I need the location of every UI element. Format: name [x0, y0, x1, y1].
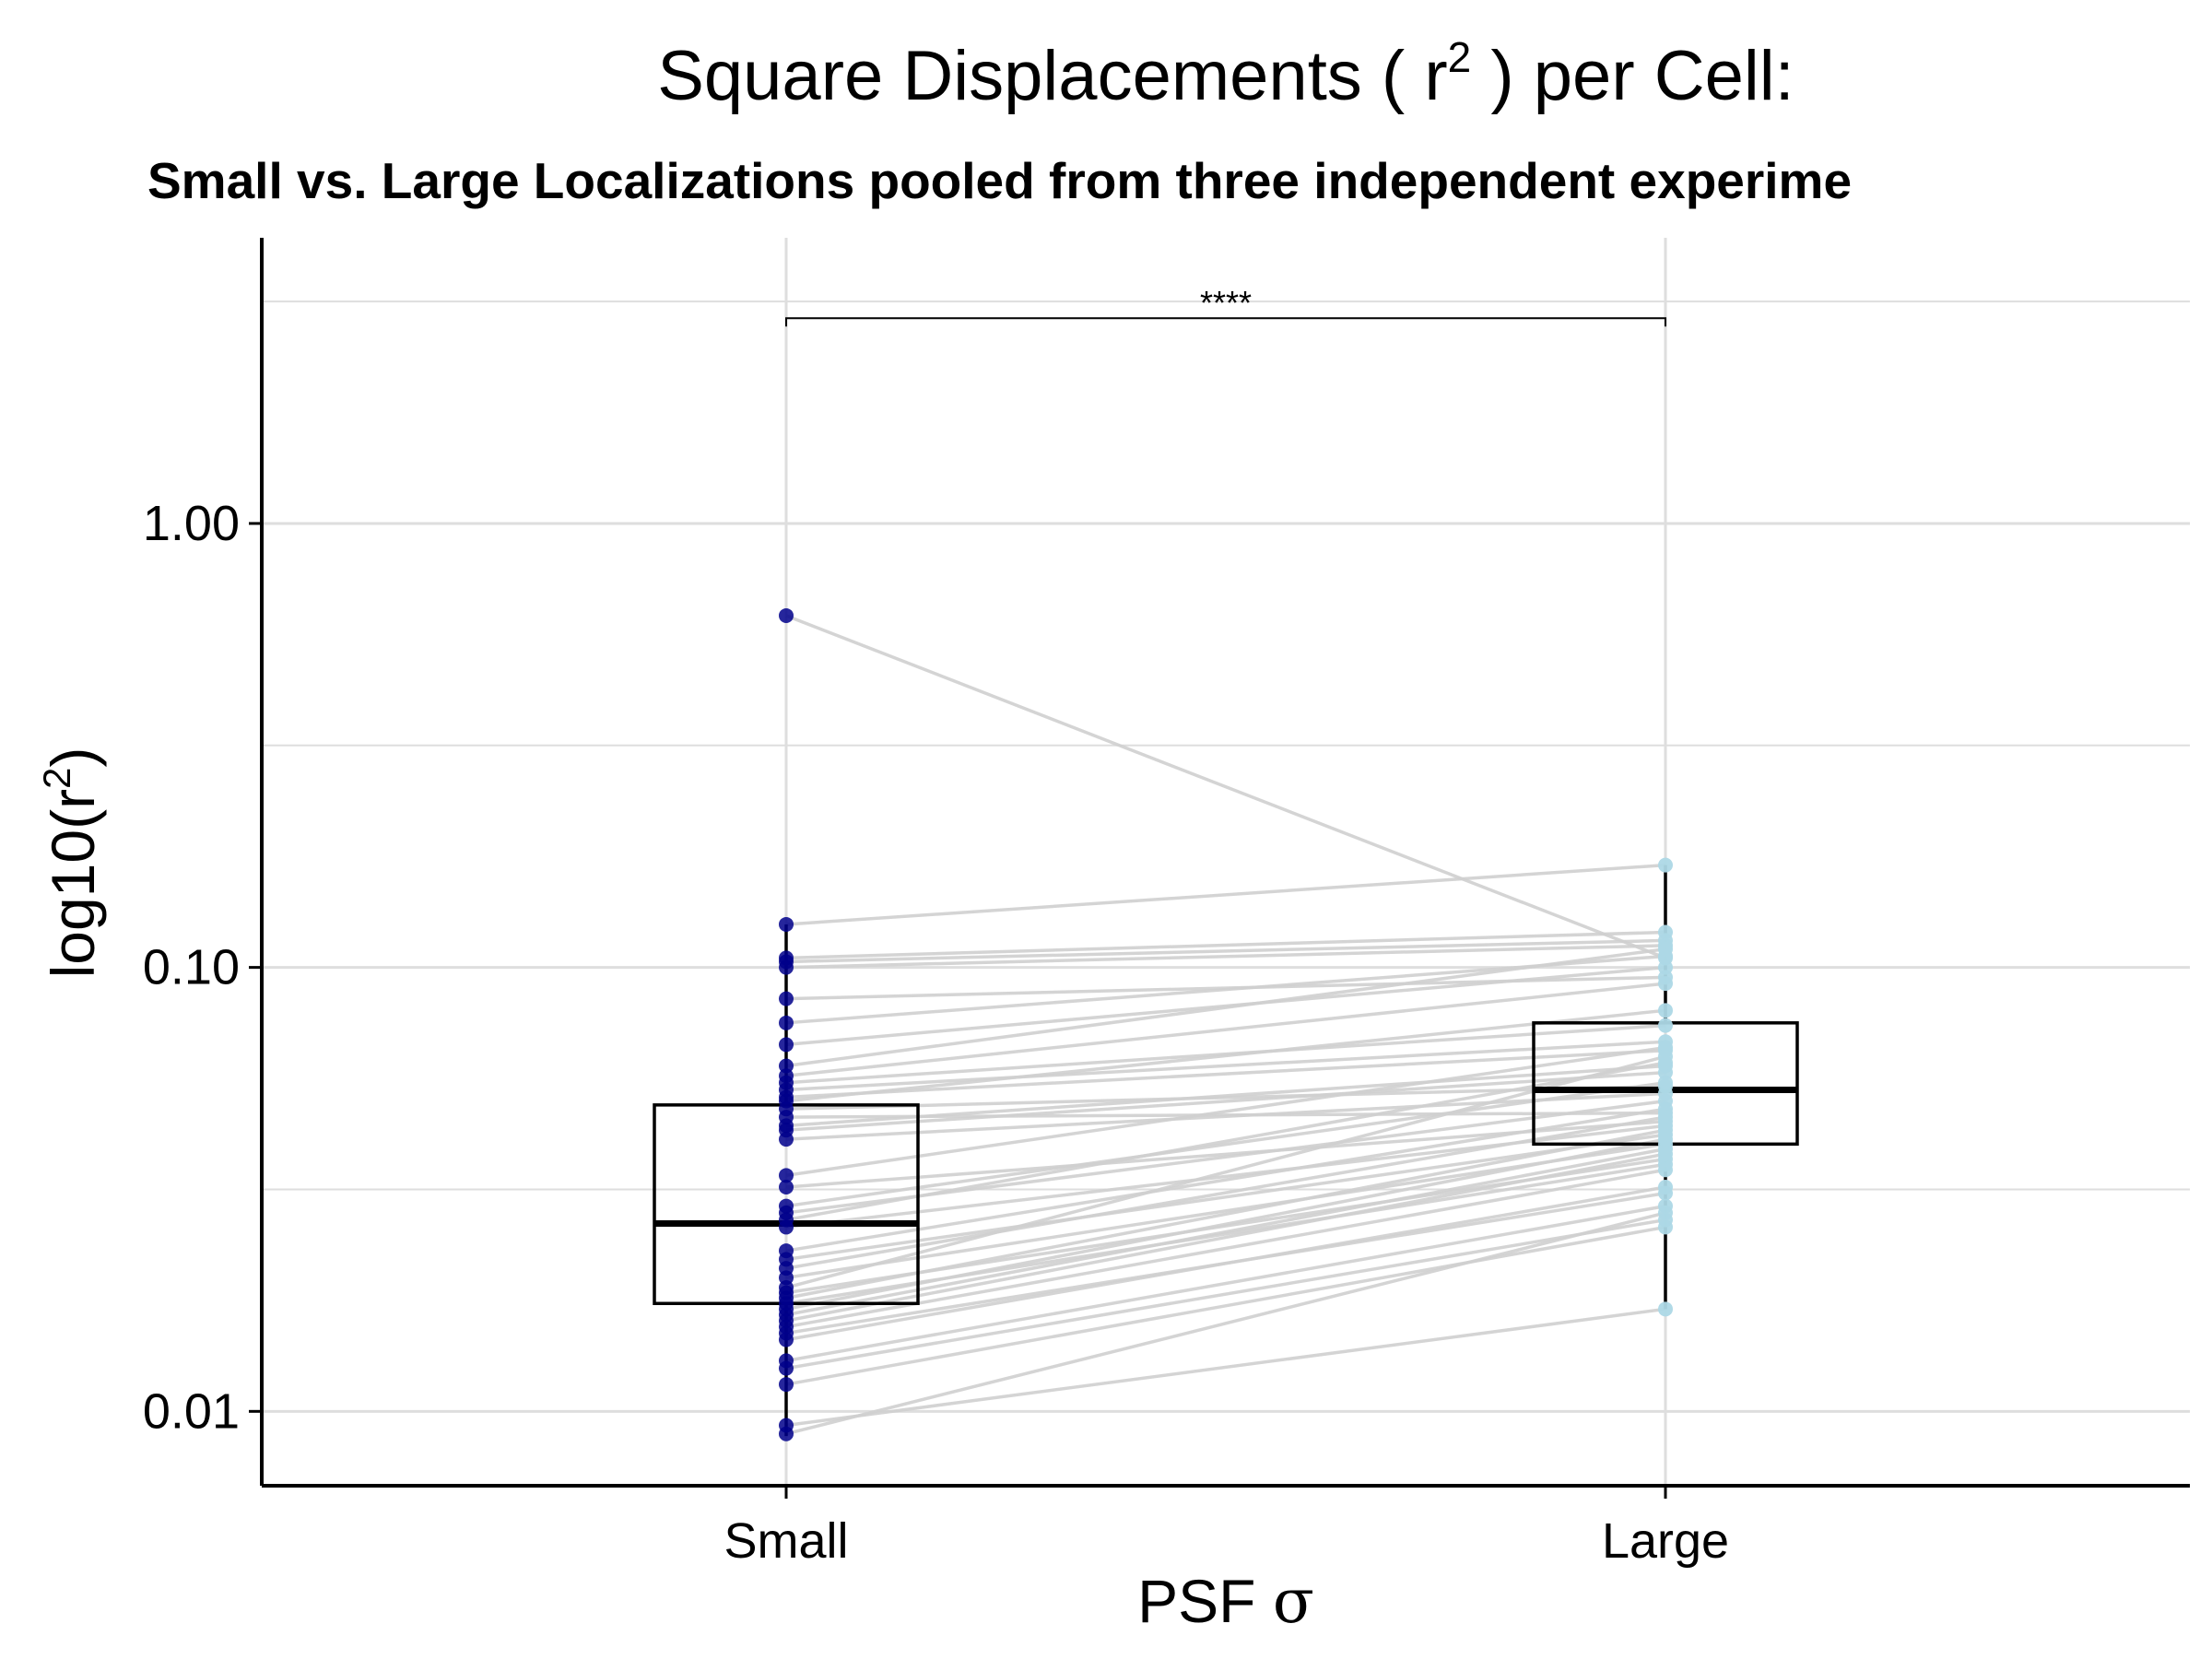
chart-title: Square Displacements ( r2 ) per Cell:: [657, 33, 1794, 115]
y-tick-label: 1.00: [143, 496, 240, 551]
pair-line: [785, 1185, 1666, 1342]
x-tick-label: Small: [724, 1513, 848, 1569]
pair-line: [785, 1008, 1666, 1103]
point-small: [779, 1037, 794, 1053]
point-large: [1658, 941, 1673, 957]
point-small: [779, 1179, 794, 1194]
point-small: [779, 1377, 794, 1393]
pair-line: [785, 1045, 1666, 1178]
point-large: [1658, 976, 1673, 992]
point-large: [1658, 1301, 1673, 1317]
paired-lines: [785, 614, 1666, 1436]
y-axis-label: log10(r2): [35, 747, 107, 979]
pair-line: [785, 1107, 1666, 1253]
pair-line: [785, 1064, 1666, 1128]
point-small: [779, 1332, 794, 1347]
pair-line: [785, 1168, 1666, 1329]
point-small: [779, 1426, 794, 1441]
pair-line: [785, 1152, 1666, 1323]
pair-line: [785, 1040, 1666, 1092]
point-large: [1658, 1179, 1673, 1194]
point-large: [1658, 1219, 1673, 1235]
pair-line: [785, 944, 1666, 970]
pair-line: [785, 1091, 1666, 1141]
point-small: [779, 1015, 794, 1030]
point-large: [1658, 1018, 1673, 1033]
point-small: [779, 1132, 794, 1147]
point-small: [779, 959, 794, 975]
point-large: [1658, 959, 1673, 975]
pair-line: [785, 1061, 1666, 1222]
pair-line: [785, 930, 1666, 960]
y-tick-label: 0.01: [143, 1383, 240, 1439]
point-small: [779, 916, 794, 932]
title-superscript: 2: [1448, 33, 1472, 81]
point-large: [1658, 1162, 1673, 1178]
pair-line: [785, 1133, 1666, 1262]
pair-line: [785, 1307, 1666, 1428]
point-large: [1658, 1049, 1673, 1065]
pair-line: [785, 1211, 1666, 1436]
point-large: [1658, 857, 1673, 873]
point-small: [779, 1168, 794, 1183]
point-small: [779, 607, 794, 623]
pair-line: [785, 947, 1666, 1068]
grid-lines: [262, 238, 2190, 1486]
point-large: [1658, 1075, 1673, 1090]
point-large: [1658, 1110, 1673, 1125]
y-label-superscript: 2: [35, 768, 78, 789]
sigma-symbol: σ: [1273, 1566, 1314, 1637]
x-tick-label: Large: [1602, 1513, 1729, 1569]
data-points: [779, 607, 1673, 1441]
point-small: [779, 1219, 794, 1235]
point-small: [779, 991, 794, 1006]
y-tick-label: 0.10: [143, 940, 240, 995]
x-axis-label: PSF σ: [1137, 1566, 1314, 1637]
pair-line: [785, 1054, 1666, 1289]
pair-line: [785, 1225, 1666, 1386]
axes: 1.00 0.10 0.01 Small Large: [143, 238, 2190, 1569]
pair-line: [785, 1137, 1666, 1312]
pair-line: [785, 1070, 1666, 1132]
pair-line: [785, 1080, 1666, 1208]
point-small: [779, 1360, 794, 1376]
pair-line: [785, 614, 1666, 960]
point-large: [1658, 1003, 1673, 1018]
significance-label: ****: [1200, 284, 1252, 322]
point-large: [1658, 1205, 1673, 1220]
pair-line: [785, 982, 1666, 1077]
pair-line: [785, 1049, 1666, 1100]
pair-line: [785, 1218, 1666, 1371]
pair-line: [785, 1204, 1666, 1363]
point-large: [1658, 1147, 1673, 1162]
pair-line: [785, 938, 1666, 964]
pair-line: [785, 1147, 1666, 1317]
pair-line: [785, 1128, 1666, 1300]
significance-bracket-line: [785, 317, 1666, 327]
pair-line: [785, 1115, 1666, 1270]
chart-subtitle: Small vs. Large Localizations pooled fro…: [147, 152, 1852, 209]
pair-line: [785, 863, 1666, 926]
pair-line: [785, 1023, 1666, 1085]
significance-bracket: ****: [785, 284, 1666, 327]
